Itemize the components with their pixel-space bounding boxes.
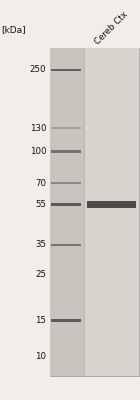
Text: 130: 130 [30, 124, 46, 132]
Text: Cereb Ctx: Cereb Ctx [93, 10, 130, 46]
Bar [50, 48, 84, 376]
Bar [51, 244, 80, 246]
Text: 55: 55 [35, 200, 46, 209]
Text: 35: 35 [35, 240, 46, 249]
Bar [87, 201, 136, 208]
Bar [51, 150, 80, 153]
Text: 250: 250 [30, 66, 46, 74]
Bar [51, 182, 80, 184]
Text: 100: 100 [30, 147, 46, 156]
Bar [50, 48, 139, 376]
Text: [kDa]: [kDa] [1, 25, 26, 34]
Bar [51, 318, 80, 322]
Text: 70: 70 [35, 179, 46, 188]
Text: 25: 25 [35, 270, 46, 279]
Bar [51, 68, 80, 71]
Bar [51, 127, 80, 129]
Text: 15: 15 [35, 316, 46, 325]
Bar [51, 203, 80, 206]
Bar [84, 48, 139, 376]
Text: 10: 10 [35, 352, 46, 361]
